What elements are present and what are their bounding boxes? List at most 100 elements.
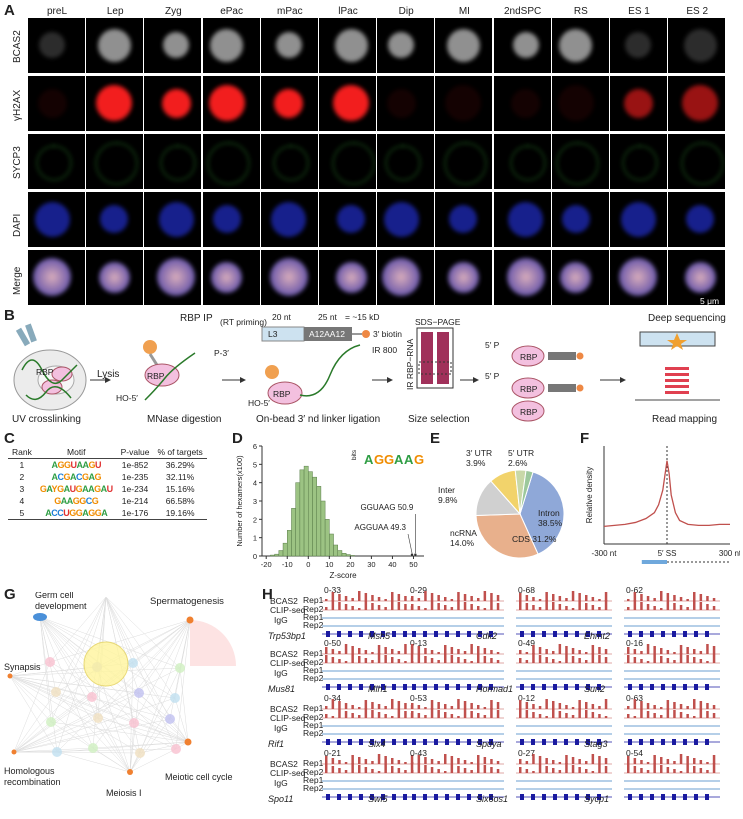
clip-peak <box>519 759 522 764</box>
track-label-rep2: Rep2 <box>303 728 324 738</box>
microscopy-cell <box>435 192 493 247</box>
track-scale-label: 0-33 <box>324 587 341 595</box>
row-label: SYCP3 <box>12 146 23 179</box>
gene-name: Sun2 <box>584 684 606 694</box>
clip-peak <box>463 651 467 654</box>
network-node <box>46 717 56 727</box>
clip-peak <box>565 763 568 773</box>
exon-block <box>597 739 601 745</box>
clip-peak <box>653 646 656 654</box>
exon-block <box>575 631 579 637</box>
clip-peak <box>411 644 414 654</box>
network-node <box>134 688 144 698</box>
microscopy-cell <box>28 76 85 131</box>
network-node <box>170 693 180 703</box>
clip-peak <box>679 605 683 610</box>
rbp-label-4: RBP <box>520 384 538 394</box>
clip-peak <box>598 647 601 654</box>
network-edge <box>133 619 191 724</box>
exon-block <box>326 739 330 745</box>
clip-peak <box>712 606 716 610</box>
clip-peak <box>666 593 670 601</box>
clip-peak <box>377 754 381 764</box>
clip-peak <box>519 700 522 709</box>
exon-block <box>672 739 676 745</box>
clip-peak <box>525 652 529 654</box>
panel-letter-h: H <box>262 586 273 603</box>
clip-peak <box>417 646 421 654</box>
network-edge <box>129 748 177 773</box>
clip-peak <box>444 645 447 654</box>
stage-label: Lep <box>106 6 124 17</box>
clip-peak <box>338 768 341 773</box>
exon-block <box>672 631 676 637</box>
clip-peak <box>565 755 568 764</box>
clip-peak <box>640 594 643 601</box>
clip-peak <box>470 711 473 718</box>
clip-peak <box>571 757 575 764</box>
exon-block <box>348 739 352 745</box>
rbp-ip-label: RBP IP <box>180 313 213 324</box>
exon-block <box>370 631 374 637</box>
p5-label-2: 5′ P <box>485 371 500 381</box>
nucleus-signal <box>94 141 138 185</box>
clip-peak <box>633 592 637 601</box>
clip-peak <box>525 595 529 601</box>
clip-peak <box>673 761 676 764</box>
nucleus-signal <box>212 205 241 233</box>
clip-peak <box>377 645 381 654</box>
node-label: Meiosis I <box>106 788 142 798</box>
clip-peak <box>483 608 487 610</box>
network-edge <box>139 619 191 754</box>
pvalue-cell: 1e-214 <box>121 496 149 506</box>
clip-peak <box>437 603 440 610</box>
exon-block <box>359 739 363 745</box>
clip-peak <box>660 608 663 610</box>
exon-block <box>381 631 385 637</box>
exon-block <box>553 631 557 637</box>
clip-peak <box>358 656 361 663</box>
exon-block <box>478 794 482 800</box>
histogram-bar <box>312 476 317 557</box>
clip-peak <box>627 714 630 718</box>
clip-peak <box>653 755 656 764</box>
track-label-rep2: Rep2 <box>303 657 324 667</box>
exon-block <box>650 794 654 800</box>
exon-block <box>392 794 396 800</box>
clip-peak <box>344 661 348 663</box>
exon-block <box>478 739 482 745</box>
track-label-bcas2: BCAS2 <box>270 596 298 606</box>
clip-peak <box>591 771 595 773</box>
clip-peak <box>591 712 595 718</box>
clip-peak <box>712 755 716 764</box>
exon-block <box>661 631 665 637</box>
exon-block <box>705 739 709 745</box>
track-scale-label: 0-62 <box>626 587 643 595</box>
clip-peak <box>331 600 335 610</box>
x-tick-label: -10 <box>282 560 293 569</box>
clip-peak <box>325 764 328 773</box>
track-label-bcas2: BCAS2 <box>270 649 298 659</box>
clip-peak <box>444 605 447 610</box>
network-node <box>165 714 175 724</box>
track-label-igg: IgG <box>274 778 288 788</box>
clip-peak <box>666 601 670 610</box>
exon-block <box>672 684 676 690</box>
clip-peak <box>538 655 542 663</box>
gene-name: Cdk2 <box>476 631 498 641</box>
track-label-rep2: Rep2 <box>303 783 324 793</box>
clip-peak <box>604 716 608 718</box>
clip-peak <box>358 707 361 709</box>
clip-peak <box>585 702 588 709</box>
clip-peak <box>633 716 637 718</box>
row-label: BCAS2 <box>12 30 23 63</box>
clip-peak <box>430 759 434 764</box>
clip-peak <box>640 659 643 663</box>
clip-peak <box>571 765 575 773</box>
clip-peak <box>706 703 709 709</box>
pvalue-cell: 1e-235 <box>121 472 149 482</box>
nucleus-signal <box>163 32 190 58</box>
network-edge <box>105 596 176 699</box>
clip-peak <box>679 754 683 764</box>
clip-peak <box>699 602 703 610</box>
